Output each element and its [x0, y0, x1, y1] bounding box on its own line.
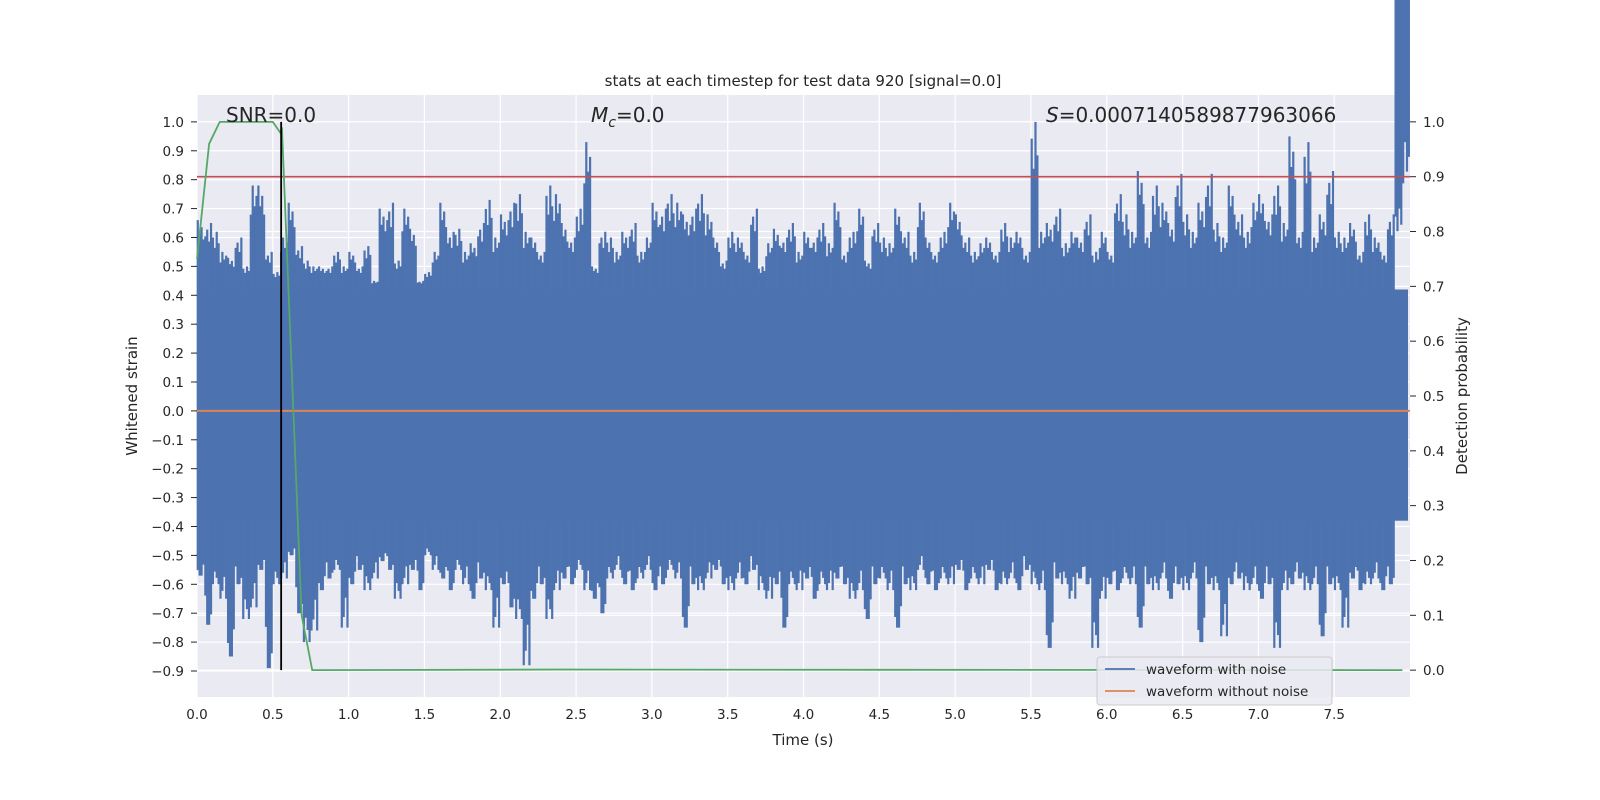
y-right-tick-label: 0.8	[1423, 225, 1444, 241]
legend-label-noise: waveform with noise	[1146, 662, 1286, 678]
mc-subscript: c	[608, 115, 616, 131]
y-tick-label: 0.1	[163, 375, 184, 391]
x-tick-label: 7.5	[1323, 707, 1344, 723]
legend-label-clean: waveform without noise	[1146, 684, 1308, 700]
y-tick-label: −0.8	[151, 635, 184, 651]
x-axis-label: Time (s)	[772, 731, 834, 749]
y-tick-label: 0.3	[163, 317, 184, 333]
x-tick-label: 2.5	[565, 707, 586, 723]
s-value: =0.0007140589877963066	[1059, 103, 1337, 127]
x-tick-label: 0.5	[262, 707, 283, 723]
x-tick-label: 3.0	[641, 707, 662, 723]
y-right-tick-label: 0.4	[1423, 444, 1444, 460]
overlay-lines	[196, 120, 1410, 672]
series-waveform-with-noise	[196, 0, 1410, 669]
legend-box	[1096, 656, 1333, 706]
tick-labels: 0.0 0.5 1.0 1.5 2.0 2.5 3.0 3.5 4.0 4.5 5.0 5.5 6.0 6…	[151, 115, 1444, 723]
y-tick-label: −0.5	[151, 548, 184, 564]
y-tick-label: 0.9	[163, 144, 184, 160]
y-tick-label: −0.7	[151, 606, 184, 622]
legend: waveform with noise waveform without noi…	[1096, 656, 1333, 706]
y-right-tick-label: 0.9	[1423, 170, 1444, 186]
y-tick-label: 0.7	[163, 202, 184, 218]
y-axis-right-label: Detection probability	[1453, 317, 1471, 475]
y-tick-label: 0.5	[163, 259, 184, 275]
y-right-tick-label: 0.5	[1423, 389, 1444, 405]
y-tick-label: −0.6	[151, 577, 184, 593]
y-right-tick-label: 0.1	[1423, 608, 1444, 624]
s-symbol: S	[1046, 103, 1059, 127]
y-right-tick-label: 0.6	[1423, 334, 1444, 350]
x-tick-label: 1.5	[414, 707, 435, 723]
y-right-tick-label: 1.0	[1423, 115, 1444, 131]
x-tick-label: 7.0	[1248, 707, 1269, 723]
x-tick-label: 5.5	[1020, 707, 1041, 723]
annotation-snr: SNR=0.0	[226, 103, 316, 127]
x-tick-label: 3.5	[717, 707, 738, 723]
x-tick-label: 6.5	[1172, 707, 1193, 723]
x-tick-label: 6.0	[1096, 707, 1117, 723]
y-right-tick-label: 0.3	[1423, 499, 1444, 515]
mc-symbol: M	[591, 103, 608, 127]
y-right-tick-label: 0.7	[1423, 279, 1444, 295]
y-tick-label: 0.4	[163, 288, 184, 304]
y-tick-label: 0.0	[163, 404, 184, 420]
y-right-tick-label: 0.0	[1423, 663, 1444, 679]
annotation-s: S=0.0007140589877963066	[1046, 103, 1336, 127]
y-tick-label: −0.1	[151, 433, 184, 449]
y-tick-label: 0.8	[163, 173, 184, 189]
y-right-tick-label: 0.2	[1423, 553, 1444, 569]
chart-title: stats at each timestep for test data 920…	[605, 72, 1002, 90]
x-tick-label: 4.0	[793, 707, 814, 723]
x-tick-label: 2.0	[490, 707, 511, 723]
y-tick-label: 0.2	[163, 346, 184, 362]
mc-value: =0.0	[616, 103, 665, 127]
x-tick-label: 1.0	[338, 707, 359, 723]
y-tick-label: −0.4	[151, 519, 184, 535]
x-tick-label: 0.0	[186, 707, 207, 723]
y-tick-label: 1.0	[163, 115, 184, 131]
y-axis-label: Whitened strain	[123, 336, 141, 455]
y-tick-label: −0.2	[151, 462, 184, 478]
x-tick-label: 5.0	[944, 707, 965, 723]
y-tick-label: −0.9	[151, 664, 184, 680]
y-tick-label: −0.3	[151, 491, 184, 507]
annotation-mc: Mc=0.0	[591, 103, 665, 131]
y-tick-label: 0.6	[163, 230, 184, 246]
x-tick-label: 4.5	[869, 707, 890, 723]
